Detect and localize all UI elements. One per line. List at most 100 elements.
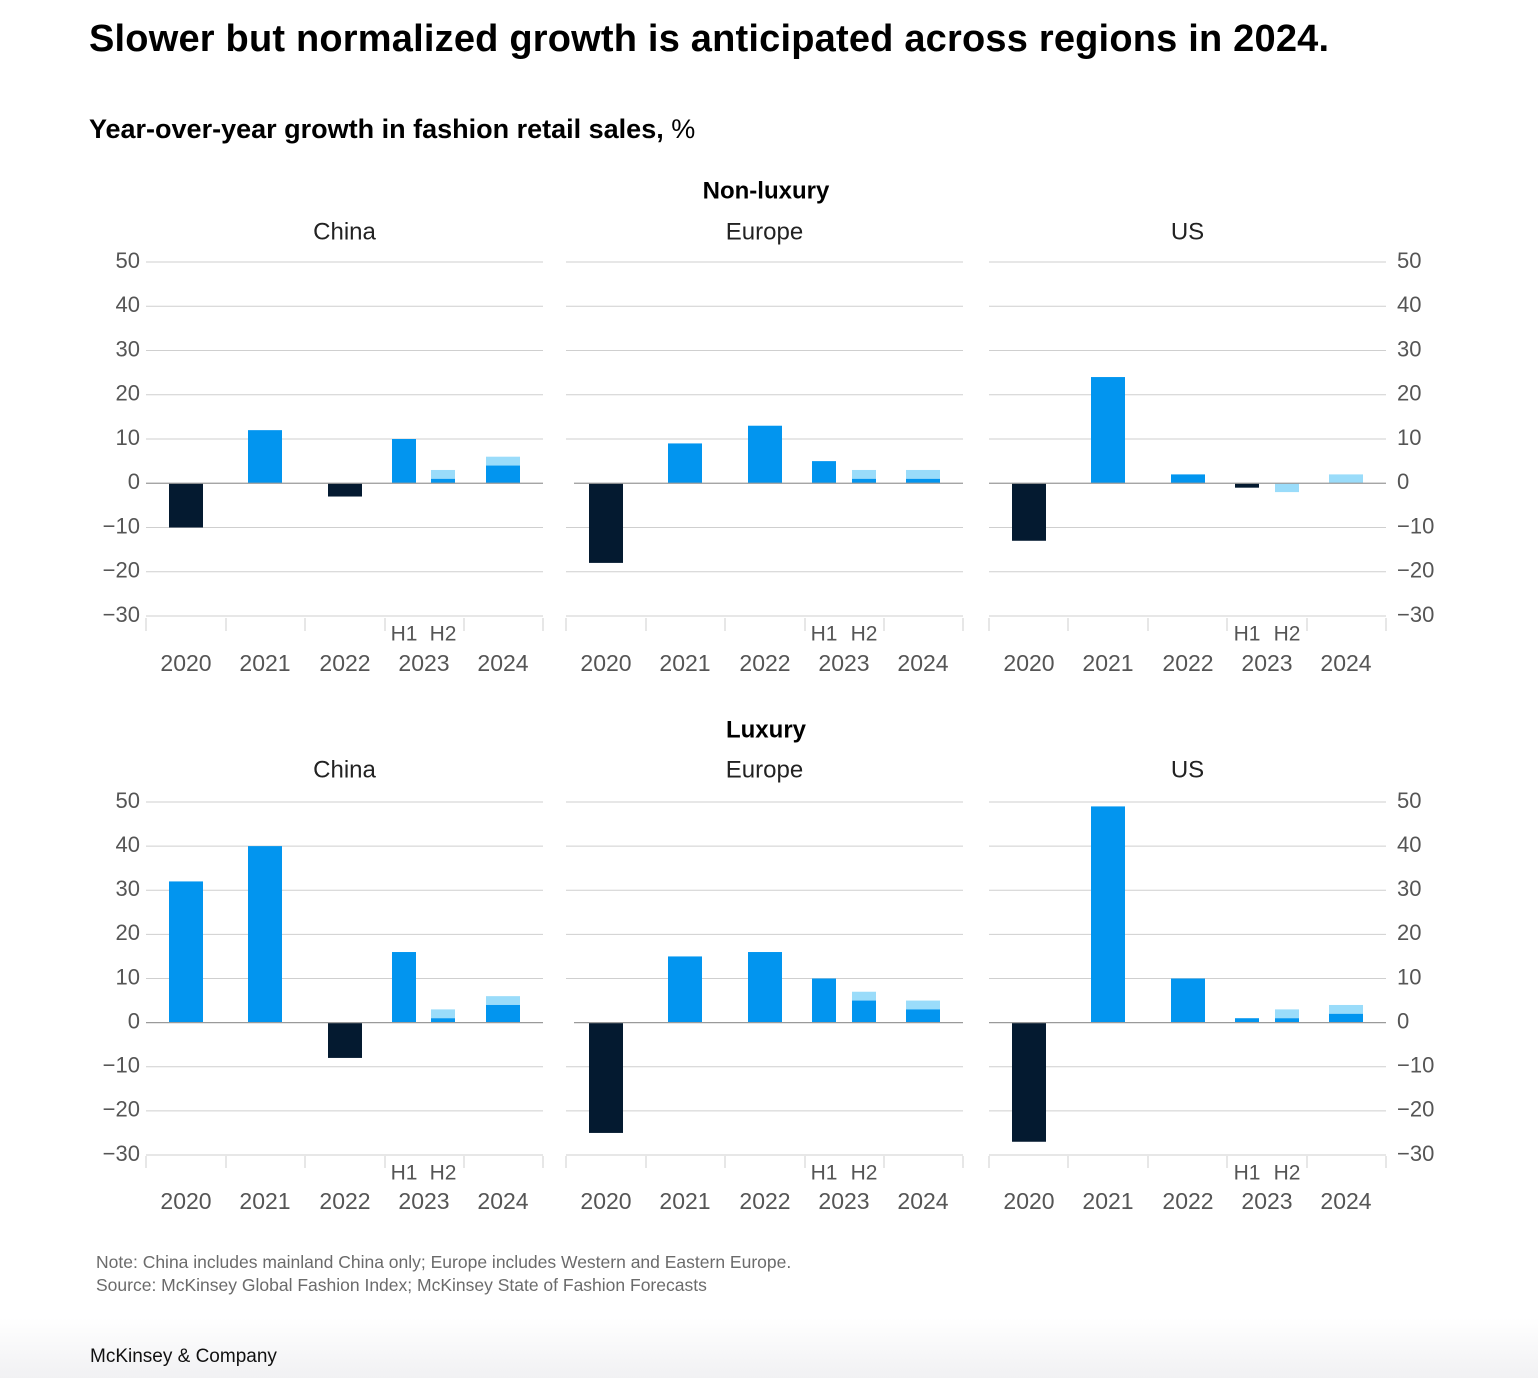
y-tick-label-right: 0	[1397, 469, 1409, 494]
x-tick-label: 2023	[818, 1188, 869, 1214]
subtitle-text: Year-over-year growth in fashion retail …	[89, 114, 664, 144]
x-tick-label: 2023	[1241, 650, 1292, 676]
x-tick-label: 2023	[398, 650, 449, 676]
y-tick-label-right: 20	[1397, 381, 1421, 406]
x-tick-label: 2024	[477, 650, 528, 676]
growth-bar	[248, 430, 282, 484]
negative-bar	[328, 1022, 362, 1058]
growth-bar	[486, 465, 520, 484]
y-tick-label-left: −20	[103, 1097, 140, 1122]
chart-footnotes: Note: China includes mainland China only…	[96, 1251, 791, 1297]
x-tick-label: 2024	[897, 650, 948, 676]
y-tick-label-left: 30	[116, 876, 140, 901]
growth-bar	[431, 478, 455, 484]
y-tick-label-left: −30	[103, 602, 140, 627]
x-tick-label: 2022	[319, 650, 370, 676]
group-title: Non-luxury	[703, 177, 830, 204]
chart-note: Note: China includes mainland China only…	[96, 1252, 792, 1272]
panel-title: China	[313, 756, 376, 783]
growth-bar	[1171, 978, 1205, 1023]
forecast-bar	[1329, 1004, 1363, 1014]
x-tick-label: 2022	[319, 1188, 370, 1214]
x-tick-label: 2020	[160, 650, 211, 676]
negative-bar	[328, 483, 362, 497]
forecast-bar	[852, 991, 876, 1001]
x-tick-label: 2022	[739, 650, 790, 676]
chart-source: Source: McKinsey Global Fashion Index; M…	[96, 1275, 707, 1295]
negative-bar	[589, 483, 623, 563]
y-tick-label-left: 30	[116, 336, 140, 361]
x-tick-label: 2021	[1082, 650, 1133, 676]
growth-bar	[852, 1000, 876, 1023]
y-tick-label-right: 10	[1397, 425, 1421, 450]
panel-title: US	[1171, 218, 1204, 245]
y-tick-label-left: 50	[116, 788, 140, 813]
growth-bar	[1091, 377, 1125, 484]
growth-bar	[748, 425, 782, 484]
y-tick-label-right: 20	[1397, 920, 1421, 945]
half-year-label: H1	[1234, 1162, 1261, 1185]
brand-logo-text: McKinsey & Company	[90, 1346, 277, 1367]
growth-bar	[812, 461, 836, 484]
forecast-bar	[486, 456, 520, 466]
y-tick-label-left: 20	[116, 920, 140, 945]
x-tick-label: 2020	[580, 650, 631, 676]
half-year-label: H1	[391, 1162, 418, 1185]
growth-bar	[1275, 1018, 1299, 1023]
panel-title: Europe	[726, 218, 803, 245]
half-year-label: H2	[430, 1162, 457, 1185]
y-tick-label-left: −10	[103, 1053, 140, 1078]
y-tick-label-right: 0	[1397, 1008, 1409, 1033]
x-tick-label: 2024	[1320, 1188, 1371, 1214]
growth-bar	[1329, 1013, 1363, 1023]
forecast-bar	[1329, 474, 1363, 484]
growth-bar	[1091, 806, 1125, 1023]
growth-bar	[392, 439, 416, 484]
forecast-bar	[1275, 483, 1299, 493]
growth-bar	[248, 846, 282, 1023]
x-tick-label: 2021	[239, 1188, 290, 1214]
forecast-bar	[906, 469, 940, 479]
y-tick-label-right: −20	[1397, 558, 1434, 583]
growth-bar	[748, 952, 782, 1023]
panel-title: US	[1171, 756, 1204, 783]
y-tick-label-right: −30	[1397, 602, 1434, 627]
half-year-label: H1	[811, 1162, 838, 1185]
growth-bar	[1171, 474, 1205, 484]
forecast-bar	[486, 996, 520, 1005]
x-tick-label: 2020	[580, 1188, 631, 1214]
chart-main-title: Slower but normalized growth is anticipa…	[89, 18, 1330, 60]
x-tick-label: 2023	[1241, 1188, 1292, 1214]
x-tick-label: 2024	[477, 1188, 528, 1214]
negative-bar	[1235, 483, 1259, 488]
half-year-label: H2	[430, 623, 457, 646]
x-tick-label: 2021	[1082, 1188, 1133, 1214]
x-tick-label: 2020	[160, 1188, 211, 1214]
y-tick-label-right: 50	[1397, 248, 1421, 273]
forecast-bar	[852, 469, 876, 479]
x-tick-label: 2021	[659, 1188, 710, 1214]
negative-bar	[589, 1022, 623, 1133]
growth-bar	[169, 881, 203, 1023]
y-tick-label-right: −20	[1397, 1097, 1434, 1122]
y-tick-label-right: −10	[1397, 513, 1434, 538]
half-year-label: H2	[851, 1162, 878, 1185]
chart-subtitle: Year-over-year growth in fashion retail …	[89, 114, 695, 145]
y-tick-label-right: 10	[1397, 964, 1421, 989]
y-tick-label-right: 40	[1397, 292, 1421, 317]
growth-bar	[812, 978, 836, 1023]
x-tick-label: 2022	[1162, 650, 1213, 676]
negative-bar	[169, 483, 203, 528]
y-tick-label-left: 50	[116, 248, 140, 273]
y-tick-label-right: 30	[1397, 876, 1421, 901]
subtitle-unit: %	[671, 114, 696, 144]
x-tick-label: 2021	[659, 650, 710, 676]
half-year-label: H2	[851, 623, 878, 646]
half-year-label: H2	[1274, 1162, 1301, 1185]
x-tick-label: 2024	[897, 1188, 948, 1214]
x-tick-label: 2021	[239, 650, 290, 676]
growth-bar	[906, 478, 940, 484]
forecast-bar	[906, 1000, 940, 1010]
y-tick-label-left: 0	[128, 1008, 140, 1033]
